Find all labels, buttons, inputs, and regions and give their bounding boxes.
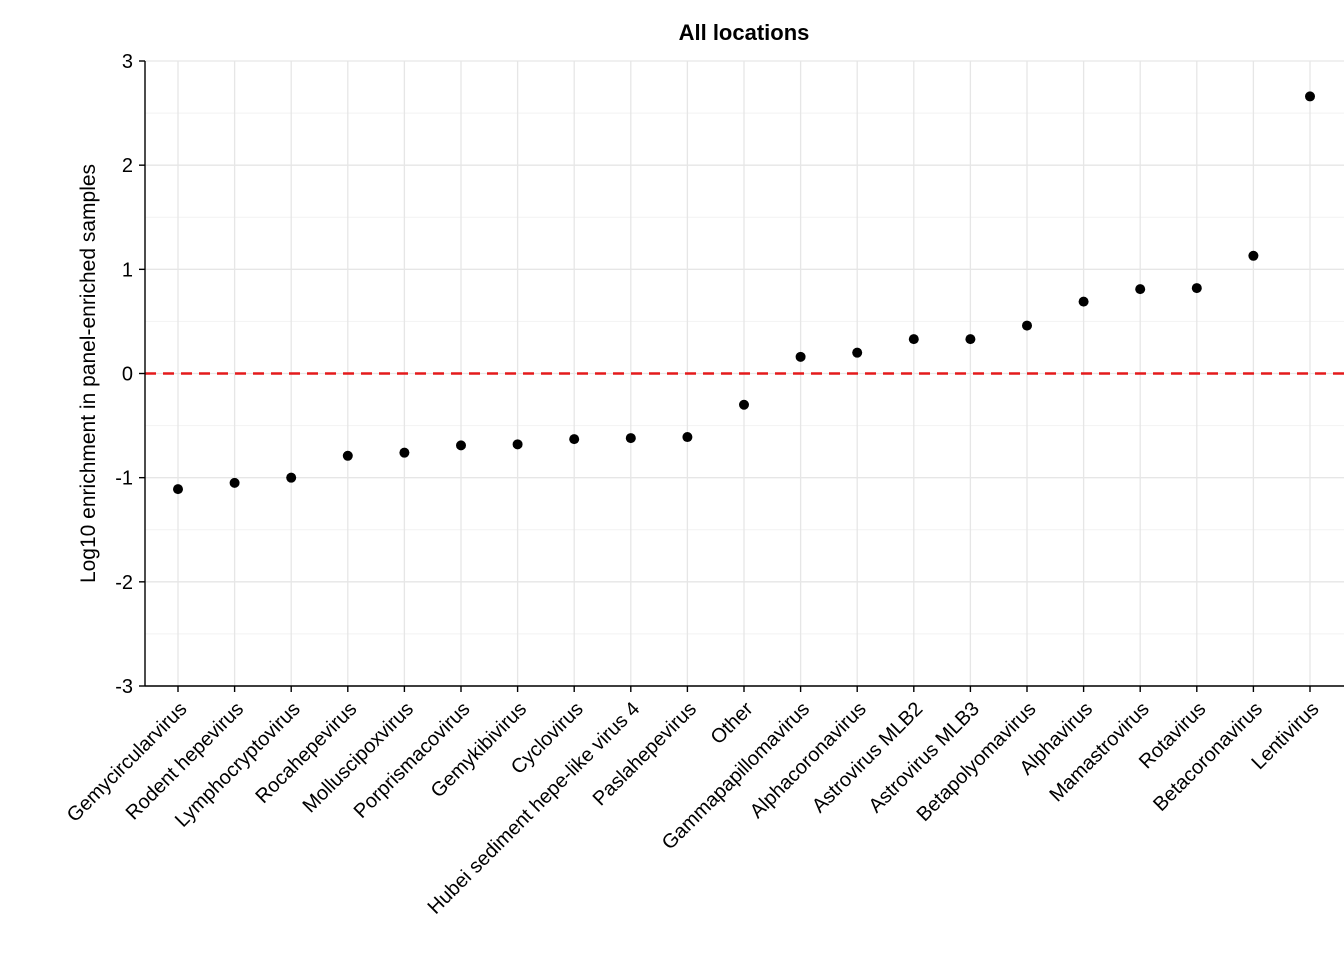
data-points [173,91,1315,495]
x-tick-label: Paslahepevirus [589,698,701,810]
data-point [908,334,919,345]
axes [139,60,1344,692]
y-tick-label: 3 [122,51,133,73]
data-point [1078,296,1089,307]
x-tick-label: Rocahepevirus [251,698,361,808]
data-point [569,434,580,445]
chart-title: All locations [679,20,810,45]
data-point [1191,283,1202,294]
y-tick-label: 0 [122,364,133,386]
y-tick-labels: 3 2 1 0 -1 -2 -3 [115,51,133,698]
data-point [682,432,693,443]
data-point [852,347,863,358]
y-tick-label: -3 [115,676,133,698]
y-tick-label: -1 [115,468,133,490]
data-point [512,439,523,450]
y-tick-label: 2 [122,155,133,177]
x-tick-label: Other [707,698,758,749]
data-point [1305,91,1315,102]
x-tick-label: Mamastrovirus [1045,698,1153,806]
y-axis-label: Log10 enrichment in panel-enriched sampl… [77,164,100,583]
data-point [739,399,749,410]
data-point [399,447,410,458]
data-point [625,433,636,444]
data-point [1022,320,1032,331]
data-point [965,334,976,345]
data-point [229,477,240,488]
data-point [456,440,466,451]
data-point [1248,250,1259,261]
data-point [1135,284,1146,295]
y-tick-label: 1 [122,259,133,281]
data-point [173,484,183,495]
data-point [286,472,297,483]
y-tick-label: -2 [115,572,133,594]
data-point [342,450,353,461]
data-point [795,351,806,362]
